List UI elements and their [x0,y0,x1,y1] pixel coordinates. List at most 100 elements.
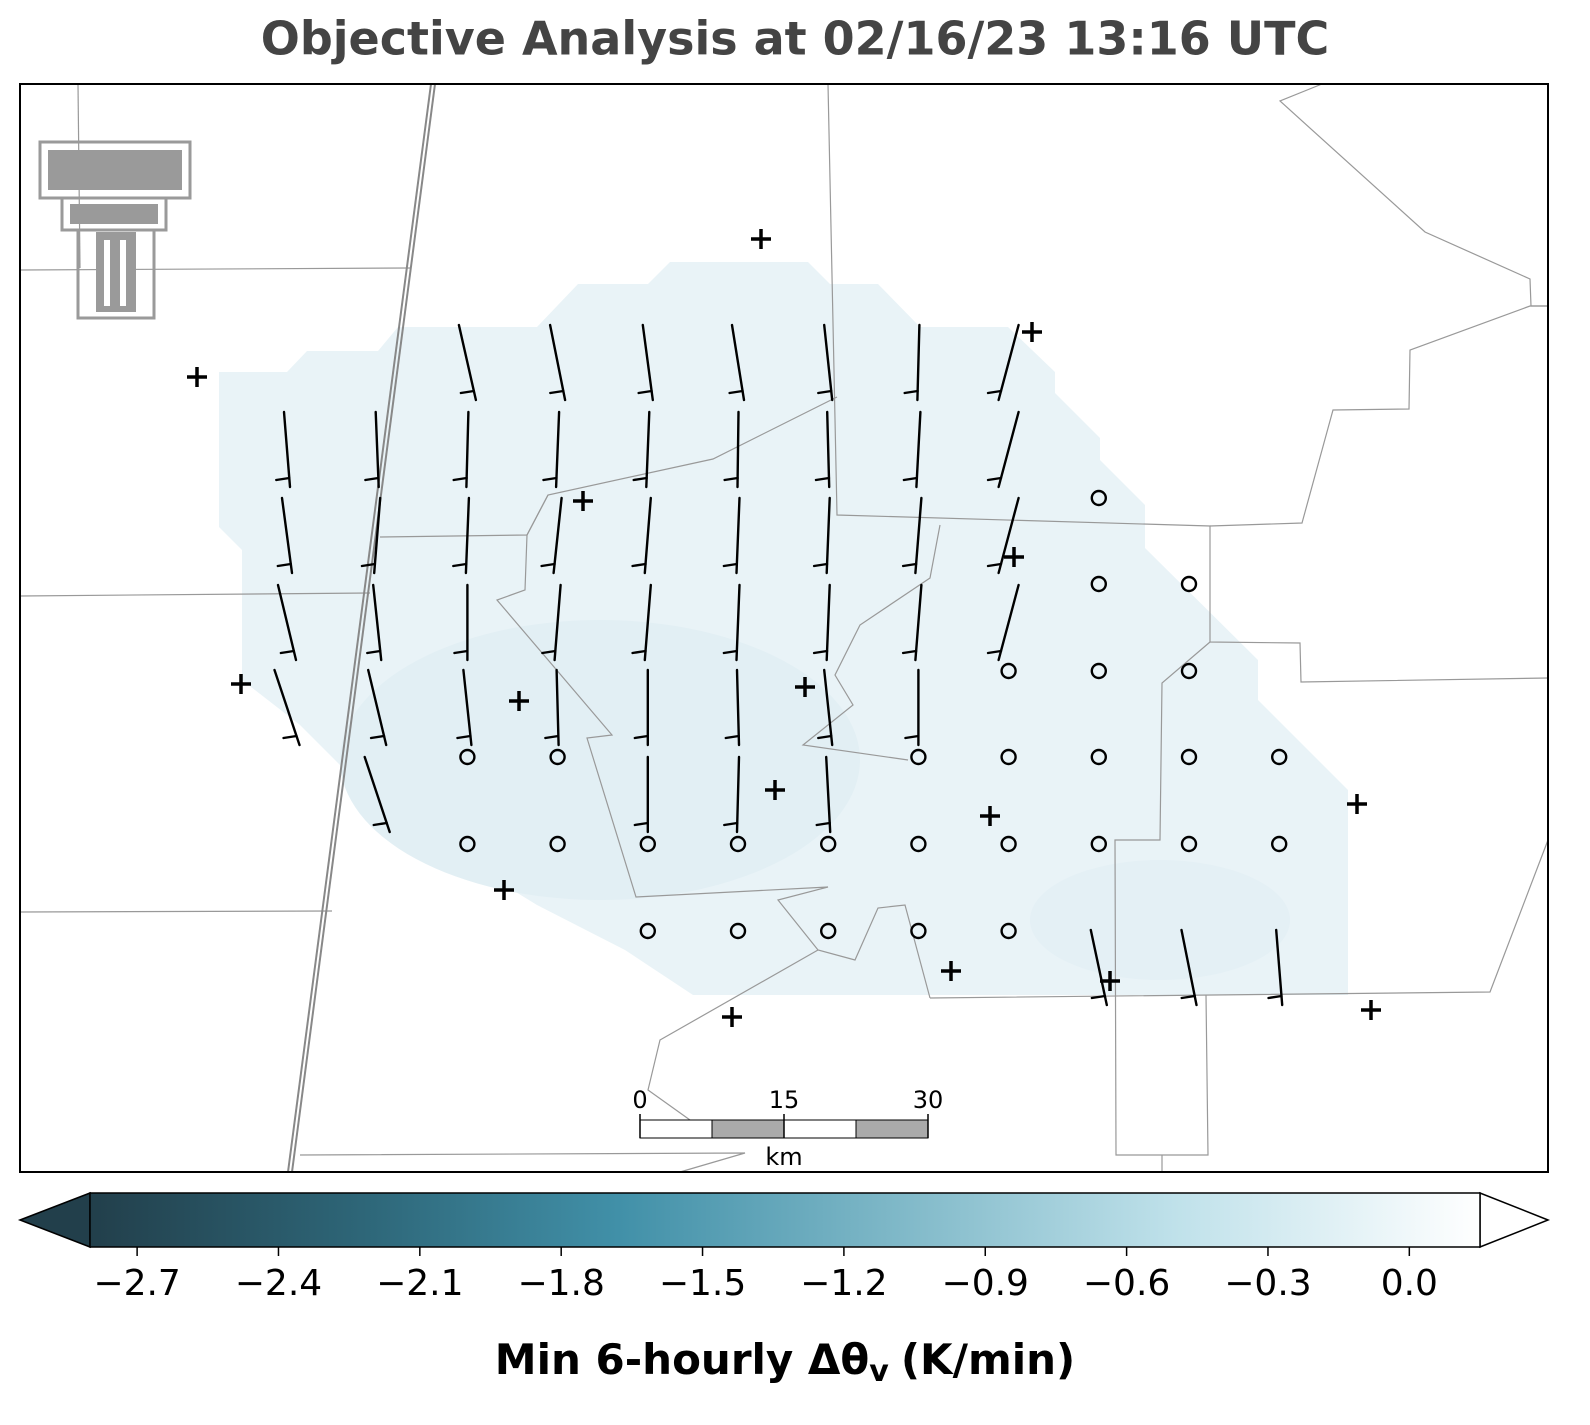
wind-barb-flag [1090,994,1107,1000]
wind-barb-flag [544,734,560,740]
wind-barb-flag [459,389,476,395]
calm-station [549,835,566,853]
wind-barb [997,496,1020,575]
wind-barb-flag [637,389,653,395]
wind-barb [735,668,741,747]
missing-station [1022,322,1042,342]
missing-station [1100,971,1120,991]
calm-station [1000,922,1017,940]
calm-station [729,922,747,940]
colorbar-tick-label: −2.4 [235,1263,322,1304]
wind-barb-flag [723,821,739,827]
scale-tick-label: 30 [913,1086,944,1114]
calm-station [910,748,927,766]
wind-barb-flag [549,389,565,395]
analysis-shading-inner [340,620,860,900]
wind-barb-flag [275,476,291,482]
wind-barb [374,410,380,489]
colorbar-tick-label: −0.3 [1224,1263,1311,1304]
boundaries [19,83,1549,1173]
wind-barb-flag [1180,994,1196,1000]
calm-station [1180,748,1198,766]
wind-barb-flag [364,476,380,482]
wind-barb-flag [812,649,829,655]
wind-barb-flag [632,476,648,482]
wind-barb-flag [817,734,833,740]
colorbar-label-unit: (K/min) [901,1335,1075,1384]
wind-barb-flag [366,649,382,655]
wind-barb-flag [903,389,919,395]
wind-barb [825,755,832,834]
wind-barb-flag [453,649,469,655]
calm-station [910,835,927,853]
calm-station [1000,748,1017,766]
wind-barb [914,583,923,662]
scale-bar: 0 15 30 km [632,1086,943,1171]
wind-barb-flag [631,562,647,568]
wind-barb-flag [724,734,740,740]
colorbar-label-sub: v [869,1354,889,1389]
wind-barb [280,496,294,575]
wind-barb-flag [728,389,744,395]
wind-barb [548,323,567,402]
wind-barb [997,583,1020,662]
wind-barb [825,583,831,662]
colorbar-extend-high [1479,1191,1551,1249]
wind-barb [826,410,831,489]
calm-station [1090,489,1108,507]
colorbar-tick-label: −1.8 [517,1263,604,1304]
title: Objective Analysis at 02/16/23 13:16 UTC [261,12,1330,66]
wind-barb-flag [722,649,739,655]
colorbar-tick-label: 0.0 [1381,1263,1438,1304]
calm-station [1180,662,1198,680]
calm-station [639,835,656,853]
missing-station [722,1007,742,1027]
wind-barb-flag [901,649,918,655]
wind-barb-flag [631,649,647,655]
missing-station [573,491,593,511]
missing-station [795,677,815,697]
wind-barb [997,323,1020,402]
colorbar-label: Min 6-hourly Δθv (K/min) [495,1335,1075,1389]
wind-barb-flag [902,476,919,482]
wind-barb [1089,928,1109,1007]
calm-station [1000,835,1017,853]
wind-barb-flag [452,562,468,568]
calm-station [459,748,476,766]
map-frame [19,83,1549,1173]
wind-barb [641,323,654,402]
calm-station [639,922,656,940]
calm-station [729,835,747,853]
wind-barb [915,410,922,489]
colorbar-label-main: Min 6-hourly Δθ [495,1335,870,1384]
missing-station [751,229,771,249]
wind-barb-flag [276,562,292,568]
colorbar-tick-label: −2.1 [376,1263,463,1304]
scale-segment [639,1119,713,1139]
wind-barb-flag [986,476,1003,482]
colorbar-extend-low [17,1191,91,1249]
calm-station [820,835,837,853]
wind-barb [372,583,383,662]
wind-barb [282,410,292,489]
calm-station [1090,748,1108,766]
wind-barb [555,668,560,747]
wind-barb-flag [456,734,472,740]
wind-barb-flag [282,734,298,740]
calm-station [1090,575,1108,593]
wind-barb [367,668,388,747]
wind-barb [735,755,741,834]
wind-barb [736,410,740,489]
colorbar: Min 6-hourly Δθv (K/min) −2.7 −2.4 −2.1 −1.8… [17,1191,1551,1389]
map: 0 15 30 km [19,83,1549,1173]
calm-station [1270,835,1288,853]
wind-barb-flag [372,821,388,827]
scale-tick-label: 0 [632,1086,647,1114]
wind-barb [464,496,471,575]
logo [38,140,192,320]
wind-barb [1180,928,1198,1007]
calm-station [459,835,476,853]
scale-tick-label: 15 [769,1086,800,1114]
wind-barb [273,668,301,747]
